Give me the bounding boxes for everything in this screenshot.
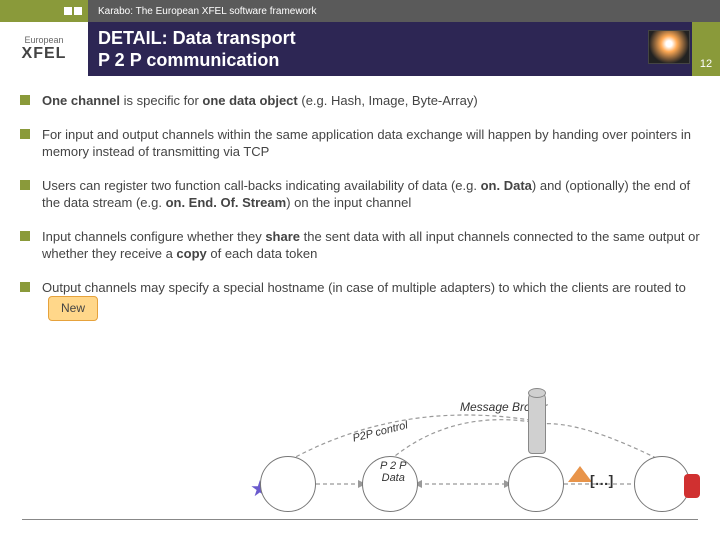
text: Output channels may specify a special ho… — [42, 280, 686, 295]
page-number: 12 — [692, 22, 720, 76]
text: Input channels configure whether they — [42, 229, 265, 244]
new-badge: New — [48, 296, 98, 320]
text: Users can register two function call-bac… — [42, 178, 481, 193]
node-circle — [634, 456, 690, 512]
topbar-text: Karabo: The European XFEL software frame… — [98, 6, 316, 17]
node-circle — [260, 456, 316, 512]
ellipsis-label: […] — [590, 472, 613, 488]
bold-text: on. Data — [481, 178, 532, 193]
logo: European XFEL — [0, 22, 88, 76]
bold-text: copy — [176, 246, 206, 261]
bold-text: One channel — [42, 93, 120, 108]
text: of each data token — [207, 246, 318, 261]
topbar-accent — [0, 0, 88, 22]
red-shape-icon — [684, 474, 700, 498]
text: ) on the input channel — [286, 195, 411, 210]
text: For input and output channels within the… — [42, 127, 691, 160]
bold-text: one data object — [202, 93, 297, 108]
header: European XFEL DETAIL: Data transport P 2… — [0, 22, 720, 76]
top-bar: Karabo: The European XFEL software frame… — [0, 0, 720, 22]
bullet-list: One channel is specific for one data obj… — [20, 92, 700, 321]
bold-text: on. End. Of. Stream — [166, 195, 287, 210]
message-broker-icon — [528, 390, 546, 454]
logo-line1: European — [24, 35, 63, 45]
accent-square — [74, 7, 82, 15]
bullet-item: Input channels configure whether they sh… — [20, 228, 700, 263]
bullet-item: Output channels may specify a special ho… — [20, 279, 700, 321]
text: (e.g. Hash, Image, Byte-Array) — [298, 93, 478, 108]
slide-title: DETAIL: Data transport P 2 P communicati… — [98, 27, 296, 72]
content: One channel is specific for one data obj… — [20, 92, 700, 337]
node-circle — [508, 456, 564, 512]
footer-rule — [22, 519, 698, 520]
bullet-item: Users can register two function call-bac… — [20, 177, 700, 212]
diagram: Message Broker P2P control ★ P 2 P Data … — [260, 390, 700, 520]
text: P 2 P — [380, 460, 407, 472]
title-line1: DETAIL: Data transport — [98, 27, 296, 50]
p2p-data-label: P 2 P Data — [380, 460, 407, 484]
text: Data — [380, 472, 407, 484]
triangle-icon — [568, 466, 592, 482]
bullet-item: One channel is specific for one data obj… — [20, 92, 700, 110]
accent-square — [64, 7, 72, 15]
bullet-item: For input and output channels within the… — [20, 126, 700, 161]
text: is specific for — [120, 93, 202, 108]
bold-text: share — [265, 229, 300, 244]
logo-line2: XFEL — [22, 45, 67, 63]
title-line2: P 2 P communication — [98, 49, 296, 72]
header-image — [648, 30, 690, 64]
